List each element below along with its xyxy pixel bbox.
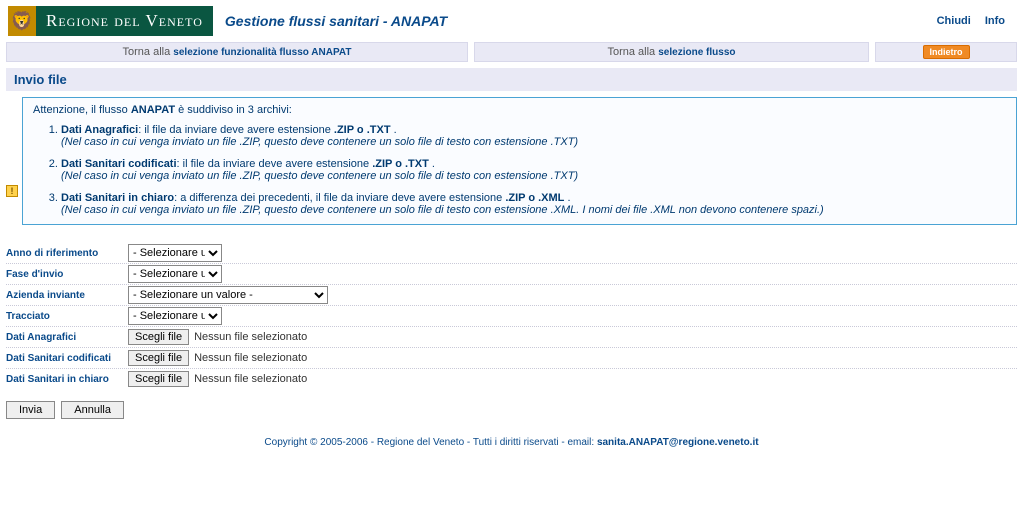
page-title-bar: Invio file	[6, 68, 1017, 91]
info-item-2-rest: : il file da inviare deve avere estensio…	[177, 158, 373, 170]
form: Anno di riferimento - Selezionare un val…	[6, 243, 1017, 389]
info-item-2-title: Dati Sanitari codificati	[61, 158, 177, 170]
file-status-sanitari-cod: Nessun file selezionato	[194, 352, 307, 364]
back-button[interactable]: Indietro	[923, 45, 970, 59]
region-logo: Regione del Veneto	[36, 6, 213, 36]
info-item-1-title: Dati Anagrafici	[61, 124, 138, 136]
region-crest-icon: 🦁	[8, 6, 36, 36]
info-item-3-rest: : a differenza dei precedenti, il file d…	[174, 192, 505, 204]
select-fase[interactable]: - Selezionare un valore -	[128, 265, 222, 283]
footer-email[interactable]: sanita.ANAPAT@regione.veneto.it	[597, 437, 759, 448]
file-button-anagrafici[interactable]: Scegli file	[128, 329, 189, 345]
label-file-sanitari-chiaro: Dati Sanitari in chiaro	[6, 374, 128, 385]
info-intro-prefix: Attenzione, il flusso	[33, 104, 131, 116]
info-item-1: Dati Anagrafici: il file da inviare deve…	[61, 124, 1006, 148]
nav-prefix: Torna alla	[123, 46, 174, 58]
info-item-1-ext: .ZIP o .TXT	[334, 124, 391, 136]
file-button-sanitari-chiaro[interactable]: Scegli file	[128, 371, 189, 387]
info-item-1-note: (Nel caso in cui venga inviato un file .…	[61, 136, 578, 148]
info-item-2: Dati Sanitari codificati: il file da inv…	[61, 158, 1006, 182]
nav-link-funzionalita[interactable]: selezione funzionalità flusso ANAPAT	[173, 47, 351, 58]
file-status-anagrafici: Nessun file selezionato	[194, 331, 307, 343]
info-intro-bold: ANAPAT	[131, 104, 175, 116]
label-file-anagrafici: Dati Anagrafici	[6, 332, 128, 343]
warning-icon: !	[6, 185, 18, 197]
info-box: Attenzione, il flusso ANAPAT è suddiviso…	[22, 97, 1017, 225]
label-azienda: Azienda inviante	[6, 290, 128, 301]
info-item-3-title: Dati Sanitari in chiaro	[61, 192, 174, 204]
nav-link-flusso[interactable]: selezione flusso	[658, 47, 735, 58]
nav-cell-indietro: Indietro	[875, 42, 1017, 62]
label-tracciato: Tracciato	[6, 311, 128, 322]
label-fase: Fase d'invio	[6, 269, 128, 280]
select-azienda[interactable]: - Selezionare un valore -	[128, 286, 328, 304]
info-item-1-end: .	[391, 124, 397, 136]
submit-button[interactable]: Invia	[6, 401, 55, 419]
file-button-sanitari-cod[interactable]: Scegli file	[128, 350, 189, 366]
info-intro-suffix: è suddiviso in 3 archivi:	[175, 104, 292, 116]
close-link[interactable]: Chiudi	[937, 15, 971, 27]
info-item-3-ext: .ZIP o .XML	[505, 192, 564, 204]
info-item-3-note: (Nel caso in cui venga inviato un file .…	[61, 204, 824, 216]
cancel-button[interactable]: Annulla	[61, 401, 124, 419]
app-title: Gestione flussi sanitari - ANAPAT	[225, 13, 447, 29]
nav-cell-flusso: Torna alla selezione flusso	[474, 42, 869, 62]
page-title: Invio file	[14, 72, 1009, 87]
select-tracciato[interactable]: - Selezionare un valore -	[128, 307, 222, 325]
nav-prefix-2: Torna alla	[607, 46, 658, 58]
nav-cell-funzionalita: Torna alla selezione funzionalità flusso…	[6, 42, 468, 62]
label-file-sanitari-cod: Dati Sanitari codificati	[6, 353, 128, 364]
info-item-2-end: .	[429, 158, 435, 170]
select-anno[interactable]: - Selezionare un valore -	[128, 244, 222, 262]
info-item-2-note: (Nel caso in cui venga inviato un file .…	[61, 170, 578, 182]
info-item-3: Dati Sanitari in chiaro: a differenza de…	[61, 192, 1006, 216]
info-link[interactable]: Info	[985, 15, 1005, 27]
info-item-2-ext: .ZIP o .TXT	[372, 158, 429, 170]
info-item-1-rest: : il file da inviare deve avere estensio…	[138, 124, 334, 136]
label-anno: Anno di riferimento	[6, 248, 128, 259]
header: 🦁 Regione del Veneto Gestione flussi san…	[0, 0, 1023, 42]
footer-text: Copyright © 2005-2006 - Regione del Vene…	[264, 437, 597, 448]
info-item-3-end: .	[564, 192, 570, 204]
breadcrumb-bar: Torna alla selezione funzionalità flusso…	[0, 42, 1023, 62]
footer: Copyright © 2005-2006 - Regione del Vene…	[0, 437, 1023, 448]
file-status-sanitari-chiaro: Nessun file selezionato	[194, 373, 307, 385]
